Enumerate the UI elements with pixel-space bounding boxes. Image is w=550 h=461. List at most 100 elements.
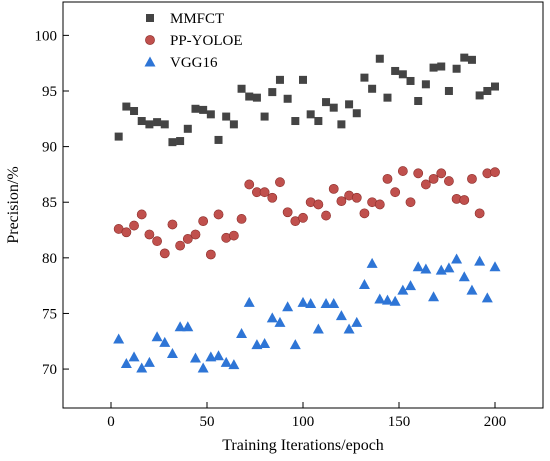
vgg16-point [381,294,393,305]
pp-yoloe-point [351,192,362,203]
vgg16-point [405,280,417,291]
mmfct-point [467,55,476,64]
pp-yoloe-point [244,179,255,190]
vgg16-point [205,351,217,362]
vgg16-point [320,297,332,308]
mmfct-point [153,118,162,127]
vgg16-point [458,271,470,282]
y-tick-label: 90 [42,140,57,156]
x-axis-ticks: 0 50 100 150 200 [107,402,506,430]
mmfct-point [214,135,223,144]
mmfct-point [375,54,384,63]
x-axis-title: Training Iterations/epoch [222,437,384,454]
mmfct-point [114,132,123,141]
pp-yoloe-point [474,208,485,219]
pp-yoloe-point [313,199,324,210]
pp-yoloe-point [374,199,385,210]
vgg16-point [220,356,232,367]
mmfct-point [368,84,377,93]
mmfct-point [383,93,392,102]
pp-yoloe-point [182,234,193,244]
mmfct-point [268,88,277,97]
vgg16-point [282,301,294,312]
mmfct-point [460,53,469,62]
legend-label-vgg16: VGG16 [170,55,218,71]
y-tick-label: 85 [42,195,57,211]
pp-yoloe-point [167,219,178,230]
pp-yoloe-point [428,173,439,184]
vgg16-point [120,358,132,369]
vgg16-point [412,261,424,272]
data-points [113,53,501,373]
vgg16-point [474,255,486,266]
mmfct-point [345,100,354,109]
mmfct-point [237,84,246,93]
y-tick-label: 70 [42,362,57,378]
pp-yoloe-point [390,187,401,198]
vgg16-point [166,347,178,358]
vgg16-point [243,296,255,307]
mmfct-point [299,75,307,84]
legend-label-mmfct: MMFCT [170,11,224,27]
mmfct-point [491,82,499,91]
mmfct-point [283,94,292,103]
pp-yoloe-point [198,216,209,227]
mmfct-point [337,120,346,129]
mmfct-point [206,110,215,119]
mmfct-point [421,80,430,89]
y-axis-title: Precision/% [5,166,22,243]
mmfct-point [360,73,369,82]
vgg16-point [466,284,478,295]
y-tick-label: 95 [42,84,57,100]
vgg16-point [343,323,355,334]
pp-yoloe-point [190,229,201,240]
pp-yoloe-point [175,240,186,251]
mmfct-point [222,112,231,121]
vgg16-point [266,312,278,323]
mmfct-point [191,104,200,113]
vgg16-point [335,310,347,321]
pp-yoloe-point [152,236,162,247]
pp-yoloe-point [321,210,331,221]
mmfct-point [314,117,323,126]
mmfct-point [199,105,208,114]
mmfct-point [414,96,423,105]
pp-yoloe-point [129,220,139,231]
vgg16-point [159,336,171,347]
vgg16-point [274,316,286,327]
pp-yoloe-point [144,229,155,240]
mmfct-point [452,64,461,73]
pp-yoloe-point [413,168,424,179]
pp-yoloe-point [267,192,278,203]
pp-yoloe-point [275,177,285,188]
vgg16-point [213,350,225,361]
pp-yoloe-point [328,183,339,194]
mmfct-point [406,76,415,85]
mmfct-point [437,62,446,71]
vgg16-point [136,362,148,373]
vgg16-point [428,291,440,302]
pp-yoloe-point [282,207,293,218]
vgg16-point [366,257,378,268]
mmfct-point [429,63,438,72]
mmfct-point [352,109,361,118]
pp-yoloe-point [490,167,500,178]
mmfct-point [145,120,154,129]
pp-yoloe-point [359,208,370,219]
vgg16-point [128,351,140,362]
mmfct-point [160,120,169,129]
pp-yoloe-point [459,195,470,205]
mmfct-point [306,110,315,119]
mmfct-point [245,92,254,101]
vgg16-point [451,253,463,264]
vgg16-point [174,321,186,332]
legend-label-pp-yoloe: PP-YOLOE [170,33,243,49]
vgg16-point [289,339,301,350]
vgg16-point [189,352,201,363]
mmfct-point [229,120,238,129]
mmfct-point [137,117,146,126]
mmfct-point [275,75,284,84]
vgg16-point [143,356,155,367]
vgg16-point [481,292,493,303]
